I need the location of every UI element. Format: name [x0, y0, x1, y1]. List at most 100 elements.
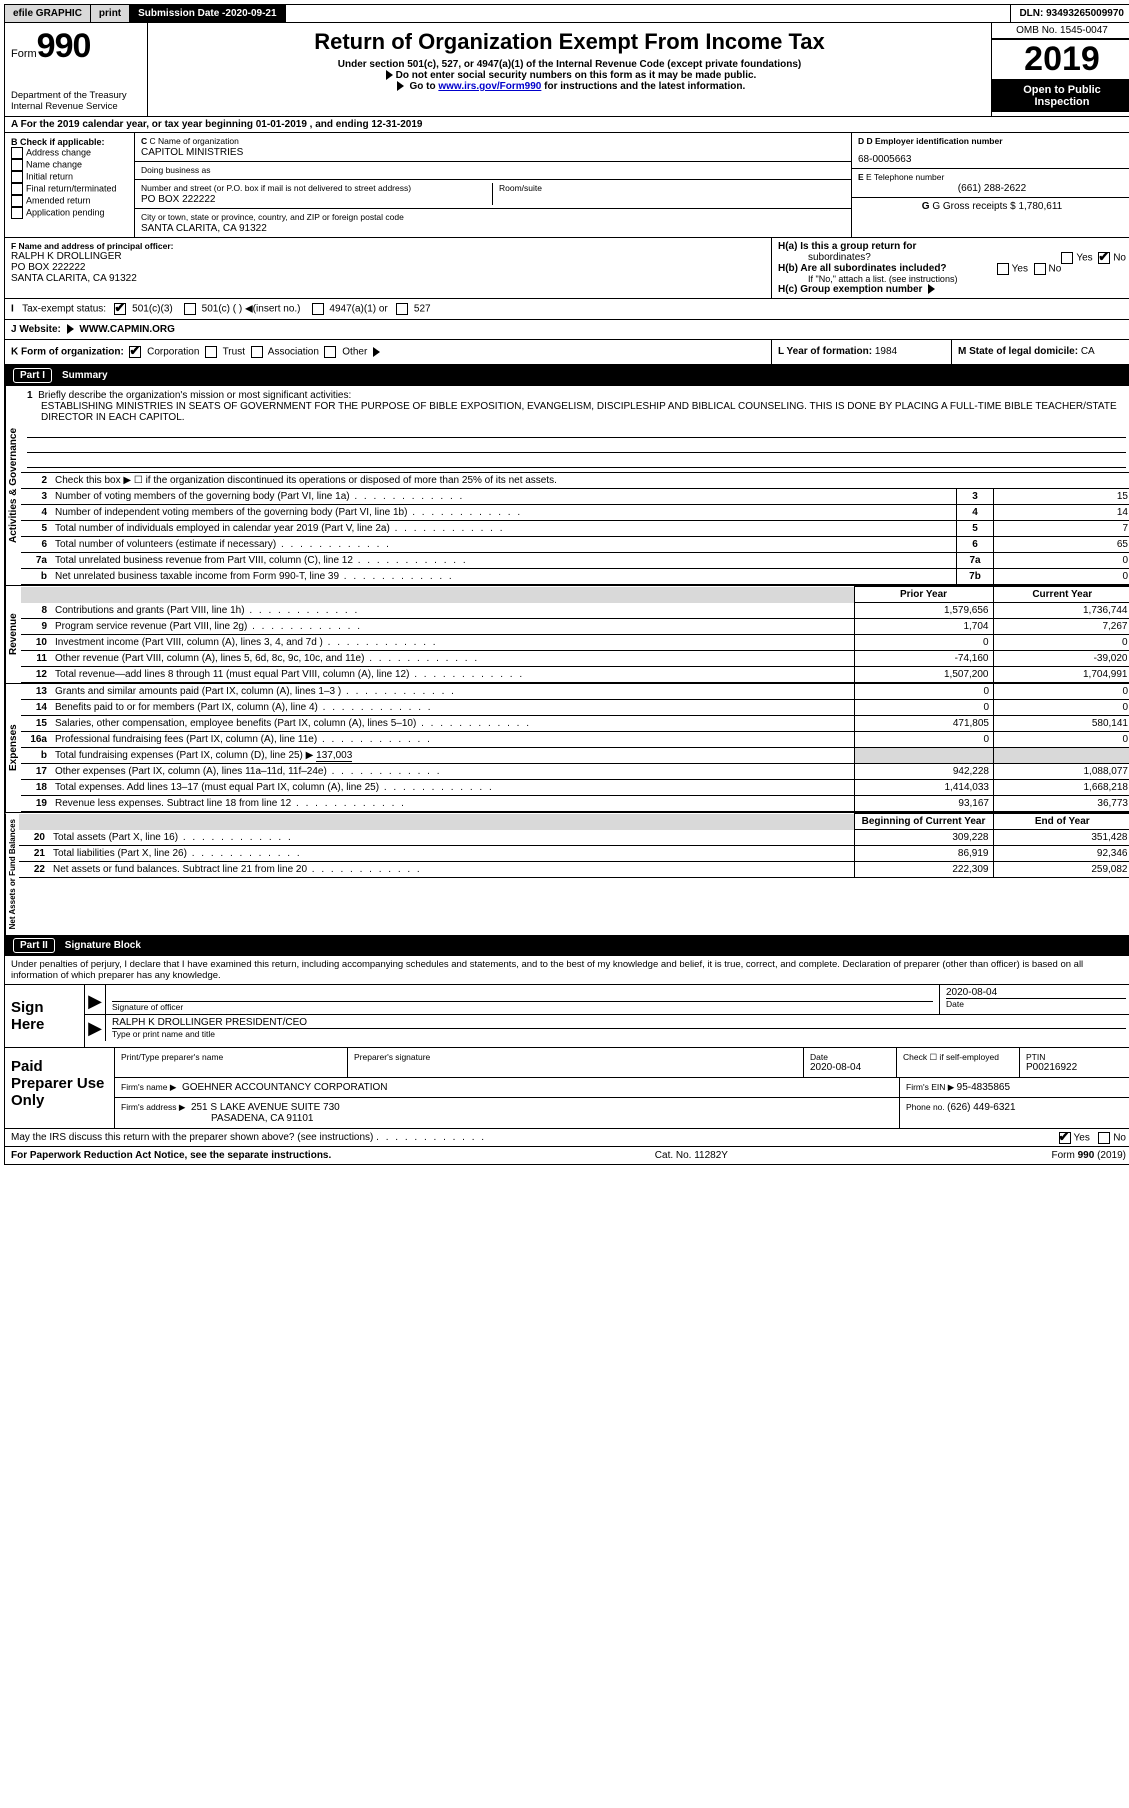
chk-trust[interactable]: [205, 346, 217, 358]
curr-amt: 1,668,218: [994, 780, 1129, 796]
preparer-name-cell: Print/Type preparer's name: [115, 1048, 348, 1077]
chk-corp[interactable]: [129, 346, 141, 358]
submission-date: 2020-09-21: [225, 8, 276, 19]
form-word: Form: [11, 48, 37, 60]
row-num: 17: [21, 764, 51, 780]
print-button[interactable]: print: [91, 5, 130, 22]
table-row: 7aTotal unrelated business revenue from …: [21, 553, 1129, 569]
row-box: 5: [957, 521, 994, 537]
row-num: 9: [21, 619, 51, 635]
curr-amt: 0: [994, 700, 1129, 716]
netassets-table: Beginning of Current Year End of Year 20…: [19, 813, 1129, 878]
form990-link[interactable]: www.irs.gov/Form990: [438, 81, 541, 92]
netassets-body: Beginning of Current Year End of Year 20…: [19, 813, 1129, 935]
prior-amt: 0: [854, 635, 993, 651]
row-desc: Contributions and grants (Part VIII, lin…: [51, 603, 854, 619]
submission-date-seg: Submission Date - 2020-09-21: [130, 5, 285, 22]
end-year-hdr: End of Year: [993, 814, 1129, 830]
preparer-sig-cell: Preparer's signature: [348, 1048, 804, 1077]
chk-527[interactable]: [396, 303, 408, 315]
prior-amt: 1,507,200: [854, 667, 993, 683]
arrow-icon: [67, 324, 74, 334]
hb-no-checkbox[interactable]: [1034, 263, 1046, 275]
discuss-row: May the IRS discuss this return with the…: [5, 1129, 1129, 1147]
part-2-title: Signature Block: [65, 940, 141, 951]
discuss-yes-checkbox[interactable]: [1059, 1132, 1071, 1144]
firm-addr2: PASADENA, CA 91101: [211, 1113, 313, 1124]
form-title: Return of Organization Exempt From Incom…: [156, 29, 983, 55]
goto-post: for instructions and the latest informat…: [544, 81, 745, 92]
row-i-status: I Tax-exempt status: 501(c)(3) 501(c) ( …: [5, 299, 1129, 320]
tax-year: 2019: [992, 39, 1129, 80]
curr-amt: 1,704,991: [993, 667, 1129, 683]
officer-name: RALPH K DROLLINGER: [11, 251, 765, 262]
firm-ein-cell: Firm's EIN ▶ 95-4835865: [900, 1078, 1129, 1097]
subtitle-1: Under section 501(c), 527, or 4947(a)(1)…: [156, 59, 983, 70]
prior-amt: 942,228: [855, 764, 994, 780]
part-2-label: Part II: [13, 938, 55, 953]
row-num: 7a: [21, 553, 51, 569]
chk-address-change[interactable]: Address change: [11, 147, 128, 159]
website-value: WWW.CAPMIN.ORG: [79, 324, 175, 335]
paid-preparer-block: Paid Preparer Use Only Print/Type prepar…: [5, 1048, 1129, 1129]
arrow-icon: [373, 347, 380, 357]
sidelabel-netassets: Net Assets or Fund Balances: [5, 813, 19, 935]
chk-application-pending[interactable]: Application pending: [11, 207, 128, 219]
mission-num: 1: [27, 390, 33, 401]
row-amt: 0: [994, 569, 1129, 585]
footer-right: Form 990 (2019): [1052, 1150, 1126, 1161]
chk-name-change[interactable]: Name change: [11, 159, 128, 171]
chk-501c[interactable]: [184, 303, 196, 315]
self-employed-cell: Check ☐ if self-employed: [897, 1048, 1020, 1077]
city-label: City or town, state or province, country…: [141, 212, 845, 222]
signature-row: ▶ Signature of officer 2020-08-04 Date: [85, 985, 1129, 1015]
ein-value: 68-0005663: [858, 154, 1126, 165]
col-cd: C C Name of organization CAPITOL MINISTR…: [135, 133, 852, 237]
row-amt: 15: [994, 489, 1129, 505]
table-row: 8Contributions and grants (Part VIII, li…: [21, 603, 1129, 619]
chk-501c3[interactable]: [114, 303, 126, 315]
prior-year-hdr: Prior Year: [854, 587, 993, 603]
m-state-domicile: M State of legal domicile: CA: [952, 340, 1129, 364]
revenue-body: Prior Year Current Year 8Contributions a…: [21, 586, 1129, 683]
table-row: 17Other expenses (Part IX, column (A), l…: [21, 764, 1129, 780]
col-deg: D D Employer identification number 68-00…: [852, 133, 1129, 237]
hc-row: H(c) Group exemption number: [778, 284, 1126, 295]
officer-signature-field[interactable]: Signature of officer: [106, 985, 939, 1014]
ha-no-checkbox[interactable]: [1098, 252, 1110, 264]
begin-year-hdr: Beginning of Current Year: [854, 814, 993, 830]
row-desc: Total assets (Part X, line 16): [49, 830, 854, 846]
discuss-yesno: Yes No: [1059, 1132, 1126, 1144]
chk-assoc[interactable]: [251, 346, 263, 358]
row-amt: 0: [994, 553, 1129, 569]
prior-amt: 222,309: [854, 862, 993, 878]
gross-receipts-value: 1,780,611: [1018, 201, 1062, 212]
chk-final-return[interactable]: Final return/terminated: [11, 183, 128, 195]
row-num: 20: [19, 830, 49, 846]
discuss-question: May the IRS discuss this return with the…: [11, 1132, 373, 1143]
paid-preparer-body: Print/Type preparer's name Preparer's si…: [115, 1048, 1129, 1128]
sig-date-value: 2020-08-04: [946, 987, 1126, 998]
chk-amended-return[interactable]: Amended return: [11, 195, 128, 207]
row-desc: Grants and similar amounts paid (Part IX…: [51, 684, 855, 700]
subtitle-3: Go to www.irs.gov/Form990 for instructio…: [156, 81, 983, 92]
paid-preparer-label: Paid Preparer Use Only: [5, 1048, 115, 1128]
table-row: 12Total revenue—add lines 8 through 11 (…: [21, 667, 1129, 683]
chk-4947[interactable]: [312, 303, 324, 315]
na-hdr-spacer: [19, 814, 854, 830]
form-990-page: efile GRAPHIC print Submission Date - 20…: [4, 4, 1129, 1165]
dln-label: DLN:: [1019, 8, 1046, 19]
chk-initial-return[interactable]: Initial return: [11, 171, 128, 183]
chk-other[interactable]: [324, 346, 336, 358]
curr-amt: 0: [993, 635, 1129, 651]
mission-label: Briefly describe the organization's miss…: [38, 390, 351, 401]
row-num: b: [21, 569, 51, 585]
mission-block: 1 Briefly describe the organization's mi…: [21, 386, 1129, 473]
hb-yes-checkbox[interactable]: [997, 263, 1009, 275]
discuss-no-checkbox[interactable]: [1098, 1132, 1110, 1144]
form-header: Form990 Department of the Treasury Inter…: [5, 23, 1129, 117]
row-desc: Net assets or fund balances. Subtract li…: [49, 862, 854, 878]
efile-tag: efile GRAPHIC: [5, 5, 91, 22]
ha-yes-checkbox[interactable]: [1061, 252, 1073, 264]
ag-body: 1 Briefly describe the organization's mi…: [21, 386, 1129, 585]
